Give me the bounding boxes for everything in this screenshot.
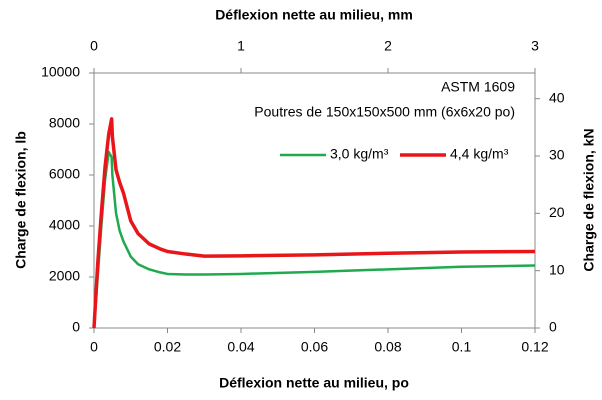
x-tick-label: 0 xyxy=(90,339,98,355)
x-tick-label: 0.06 xyxy=(301,339,328,355)
y-axis-title: Charge de flexion, lb xyxy=(13,131,29,269)
annotation: ASTM 1609 xyxy=(441,79,515,95)
y2-tick-label: 20 xyxy=(549,204,565,220)
x-tick-label: 0.02 xyxy=(154,339,181,355)
x2-tick-label: 3 xyxy=(531,38,539,54)
y2-tick-label: 30 xyxy=(549,147,565,163)
x-tick-label: 0.12 xyxy=(521,339,548,355)
top-axis-title: Déflexion nette au milieu, mm xyxy=(215,7,413,23)
x-tick-label: 0.04 xyxy=(227,339,254,355)
series-line xyxy=(92,150,536,329)
x-tick-label: 0.1 xyxy=(452,339,472,355)
annotation: Poutres de 150x150x500 mm (6x6x20 po) xyxy=(254,104,515,120)
y2-tick-label: 0 xyxy=(549,319,557,335)
legend-label: 3,0 kg/m³ xyxy=(330,146,389,162)
y2-tick-label: 10 xyxy=(549,261,565,277)
y2-axis-title: Charge de flexion, kN xyxy=(581,128,597,271)
y-tick-label: 6000 xyxy=(49,166,80,182)
x-axis-title: Déflexion nette au milieu, po xyxy=(219,375,409,391)
x2-tick-label: 0 xyxy=(90,38,98,54)
x2-tick-label: 1 xyxy=(237,38,245,54)
x-tick-label: 0.08 xyxy=(374,339,401,355)
y-tick-label: 8000 xyxy=(49,115,80,131)
y-tick-label: 2000 xyxy=(49,268,80,284)
y-tick-label: 0 xyxy=(72,319,80,335)
y2-tick-label: 40 xyxy=(549,89,565,105)
y-tick-label: 10000 xyxy=(41,64,80,80)
legend-label: 4,4 kg/m³ xyxy=(450,146,509,162)
x2-tick-label: 2 xyxy=(384,38,392,54)
y-tick-label: 4000 xyxy=(49,217,80,233)
series-line xyxy=(92,117,536,329)
